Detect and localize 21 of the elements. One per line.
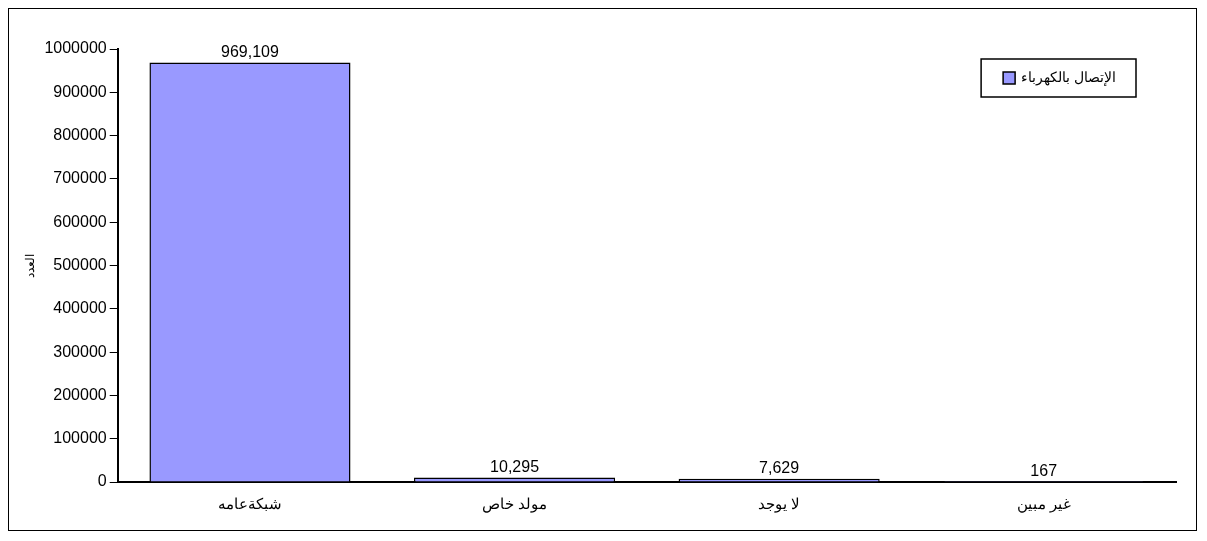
y-tick-label: 900000 xyxy=(53,82,107,100)
y-tick-label: 800000 xyxy=(53,126,107,144)
data-label: 969,109 xyxy=(221,42,279,60)
y-tick-label: 600000 xyxy=(53,212,107,230)
y-tick-label: 500000 xyxy=(53,255,107,273)
data-label: 10,295 xyxy=(490,457,540,475)
y-tick-label: 0 xyxy=(97,472,107,490)
x-tick-label: لا يوجد xyxy=(758,495,801,514)
legend-label: الإتصال بالكهرباء xyxy=(1021,68,1116,86)
x-tick-label: مولد خاص xyxy=(481,495,548,514)
data-label: 7,629 xyxy=(759,459,800,477)
y-axis-title: العدد xyxy=(22,253,37,278)
x-tick-label: غير مبين xyxy=(1016,495,1071,514)
x-tick-label: شبكةعامه xyxy=(217,495,282,513)
y-tick-label: 300000 xyxy=(53,342,107,360)
y-tick-label: 100000 xyxy=(53,429,107,447)
y-tick-label: 200000 xyxy=(53,385,107,403)
y-tick-label: 1000000 xyxy=(44,39,107,57)
data-label: 167 xyxy=(1030,462,1058,480)
y-tick-label: 400000 xyxy=(53,299,107,317)
y-tick-label: 700000 xyxy=(53,169,107,187)
